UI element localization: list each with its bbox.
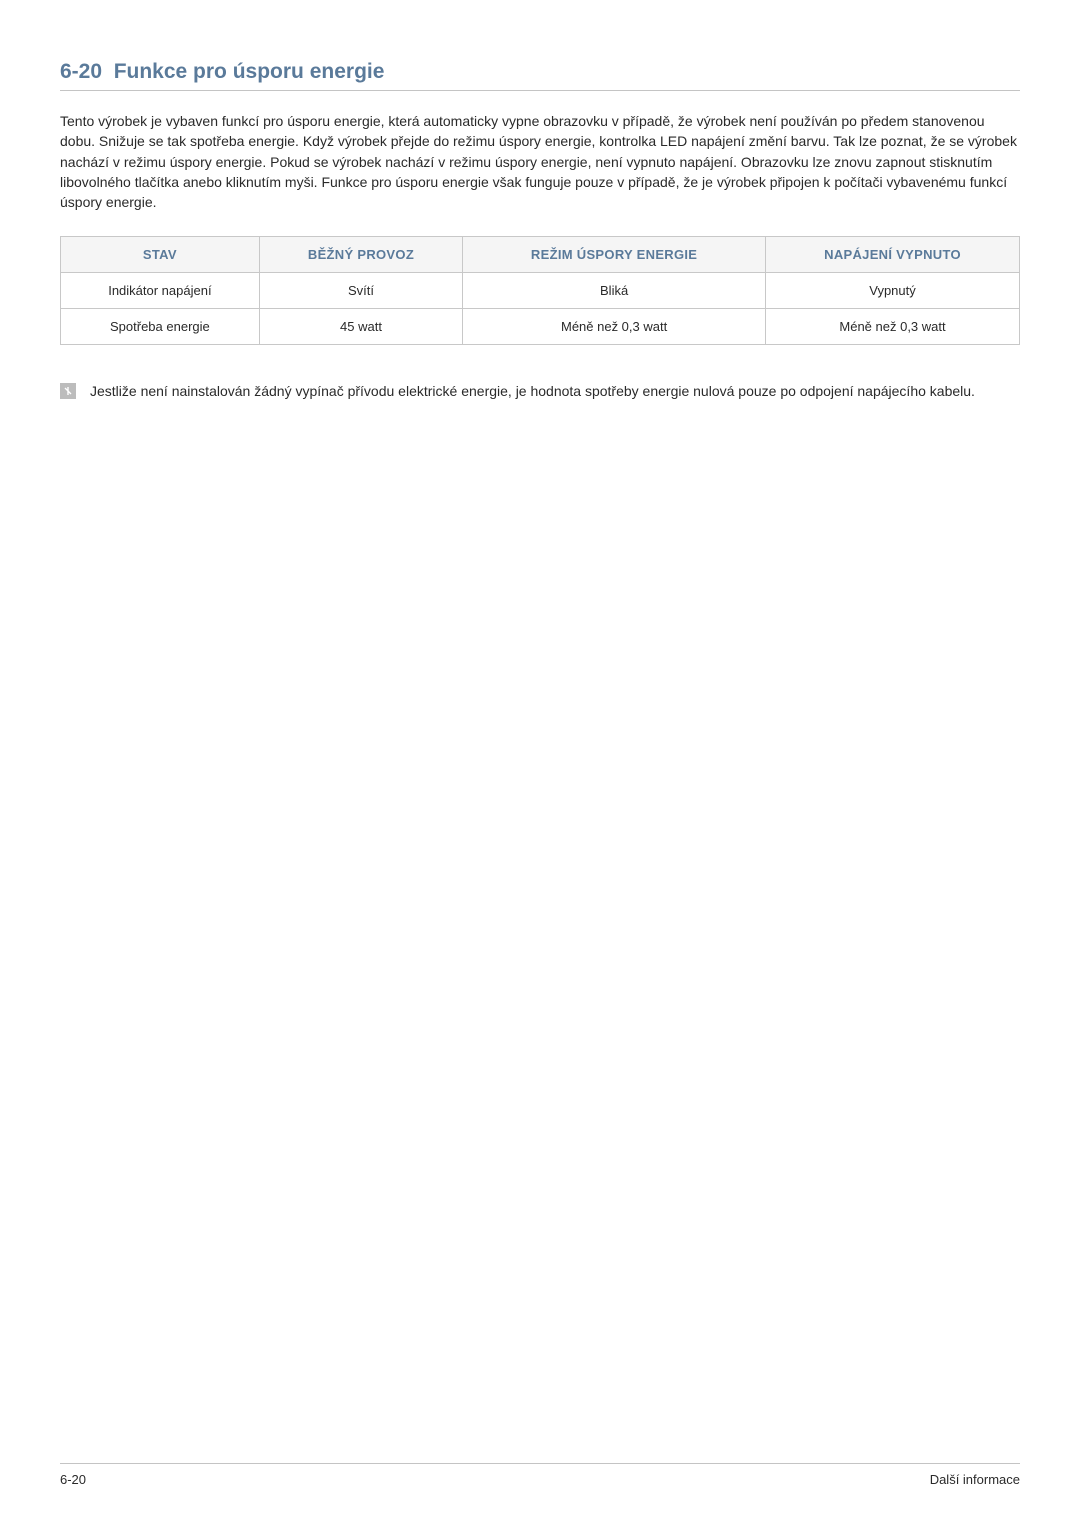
table-header-row: STAV BĚŽNÝ PROVOZ REŽIM ÚSPORY ENERGIE N…: [61, 237, 1020, 273]
section-heading: 6-20 Funkce pro úsporu energie: [60, 60, 1020, 91]
table-cell: Svítí: [259, 273, 462, 309]
table-cell: Bliká: [463, 273, 766, 309]
table-header-cell: NAPÁJENÍ VYPNUTO: [766, 237, 1020, 273]
note-text: Jestliže není nainstalován žádný vypínač…: [90, 381, 975, 401]
table-cell: Spotřeba energie: [61, 309, 260, 345]
intro-paragraph: Tento výrobek je vybaven funkcí pro úspo…: [60, 111, 1020, 212]
table-cell: Indikátor napájení: [61, 273, 260, 309]
page-footer: 6-20 Další informace: [60, 1463, 1020, 1487]
table-cell: Méně než 0,3 watt: [463, 309, 766, 345]
table-header-cell: BĚŽNÝ PROVOZ: [259, 237, 462, 273]
section-title: Funkce pro úsporu energie: [114, 60, 385, 83]
table-cell: Vypnutý: [766, 273, 1020, 309]
table-cell: 45 watt: [259, 309, 462, 345]
table-header-cell: REŽIM ÚSPORY ENERGIE: [463, 237, 766, 273]
table-row: Indikátor napájení Svítí Bliká Vypnutý: [61, 273, 1020, 309]
footer-left: 6-20: [60, 1472, 86, 1487]
power-saving-table: STAV BĚŽNÝ PROVOZ REŽIM ÚSPORY ENERGIE N…: [60, 236, 1020, 345]
table-cell: Méně než 0,3 watt: [766, 309, 1020, 345]
table-row: Spotřeba energie 45 watt Méně než 0,3 wa…: [61, 309, 1020, 345]
note-block: Jestliže není nainstalován žádný vypínač…: [60, 381, 1020, 401]
table-header-cell: STAV: [61, 237, 260, 273]
info-icon: [60, 383, 76, 399]
section-number: 6-20: [60, 60, 102, 83]
footer-right: Další informace: [930, 1472, 1020, 1487]
